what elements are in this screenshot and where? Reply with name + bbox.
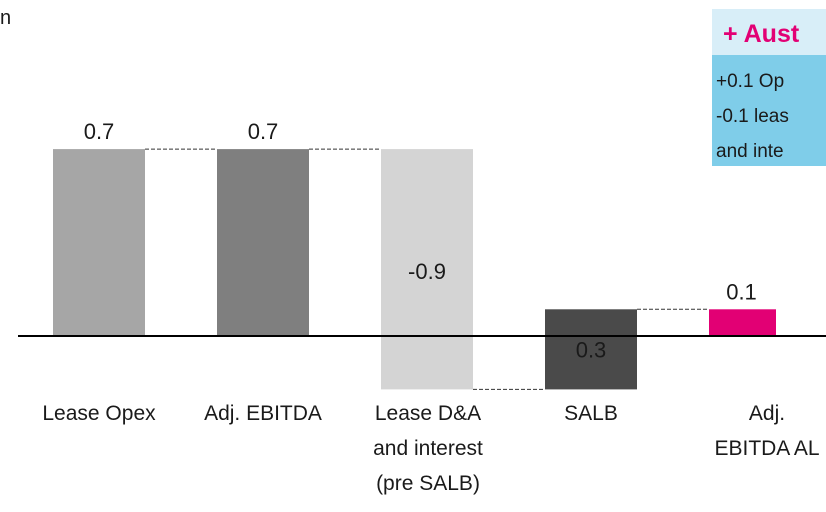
connectors xyxy=(145,148,709,390)
data-label: 0.7 xyxy=(84,119,115,144)
bar xyxy=(53,149,145,336)
value-labels: 0.7 0.7 -0.9 0.3 0.1 xyxy=(84,119,757,362)
data-label: 0.1 xyxy=(726,279,757,304)
category-label: EBITDA AL xyxy=(714,437,819,460)
callout-title: + Aust xyxy=(723,20,800,48)
bars xyxy=(53,149,776,390)
callout-line: +0.1 Op xyxy=(716,71,784,92)
callout-header xyxy=(712,9,826,55)
category-label: SALB xyxy=(564,402,618,425)
callout-line: -0.1 leas xyxy=(716,106,789,127)
category-label: Lease Opex xyxy=(42,402,156,425)
bar xyxy=(709,309,776,336)
category-label: Adj. EBITDA xyxy=(204,402,322,425)
category-label: (pre SALB) xyxy=(376,472,480,495)
data-label: 0.7 xyxy=(248,119,279,144)
bar xyxy=(381,149,473,390)
bar xyxy=(545,309,637,390)
callout-box: + Aust +0.1 Op -0.1 leas and inte xyxy=(712,9,826,166)
data-label: 0.3 xyxy=(576,337,607,362)
category-label: Lease D&A xyxy=(375,402,481,425)
category-label: Adj. xyxy=(749,402,785,425)
category-labels: Lease Opex Adj. EBITDA Lease D&A and intere… xyxy=(42,402,819,495)
data-label: -0.9 xyxy=(408,259,446,284)
unit-label: n xyxy=(0,7,11,29)
bar xyxy=(217,149,309,336)
callout-line: and inte xyxy=(716,141,784,162)
category-label: and interest xyxy=(373,437,483,460)
